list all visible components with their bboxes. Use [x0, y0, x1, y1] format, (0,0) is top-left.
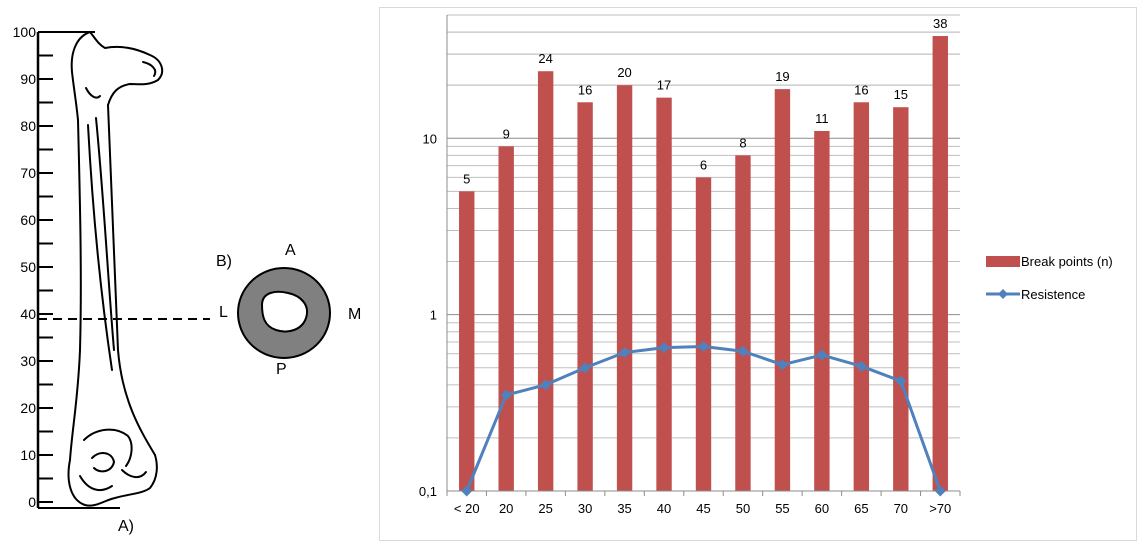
x-tick-label: 35 — [617, 501, 631, 516]
y-tick-label: 10 — [423, 131, 437, 146]
bar-break-points — [616, 85, 633, 491]
ruler-tick-label: 30 — [20, 353, 36, 369]
ruler-tick-label: 40 — [20, 306, 36, 322]
bar-data-label: 6 — [700, 157, 707, 172]
bar-data-label: 20 — [617, 65, 631, 80]
resistence-marker — [895, 375, 907, 387]
ruler-tick-label: 10 — [20, 447, 36, 463]
break-points-chart: 5 9 24 16 20 17 6 8 19 11 16 15 38 0,1 1 10 < 20 20 25 30… — [419, 14, 1113, 516]
bar-data-label: 19 — [775, 69, 789, 84]
resistence-marker — [737, 345, 749, 357]
legend-label-resistence: Resistence — [1021, 287, 1085, 302]
section-medial-label: M — [348, 306, 361, 323]
legend-marker-resistence — [998, 289, 1008, 299]
resistence-marker — [855, 360, 867, 372]
resistence-marker — [816, 349, 828, 361]
bone-cross-section — [237, 267, 331, 359]
x-tick-label: 30 — [578, 501, 592, 516]
section-anterior-label: A — [285, 242, 296, 259]
bar-data-label: 16 — [854, 82, 868, 97]
bar-break-points — [695, 177, 712, 491]
bar-data-label: 24 — [538, 51, 552, 66]
x-tick-label: 40 — [657, 501, 671, 516]
resistence-marker — [540, 379, 552, 391]
chart-panel: 5 9 24 16 20 17 6 8 19 11 16 15 38 0,1 1 10 < 20 20 25 30… — [379, 7, 1137, 541]
legend-swatch-break-points — [986, 256, 1020, 267]
resistence-marker — [698, 340, 709, 352]
femur-bone — [67, 31, 164, 507]
x-tick-label: 25 — [538, 501, 552, 516]
resistence-marker — [658, 342, 670, 354]
resistence-marker — [500, 389, 512, 401]
bar-break-points — [656, 97, 672, 491]
x-tick-label: 65 — [854, 501, 868, 516]
bar-data-label: 11 — [815, 111, 829, 126]
femur-label-a: A) — [118, 518, 134, 535]
x-tick-label: 70 — [894, 501, 908, 516]
ruler-tick-label: 70 — [20, 165, 36, 181]
bar-break-points — [577, 102, 593, 491]
legend-label-break-points: Break points (n) — [1021, 254, 1113, 269]
bar-break-points — [774, 89, 791, 491]
ruler-tick-label: 80 — [20, 118, 36, 134]
bar-break-points — [893, 107, 909, 491]
section-lateral-label: L — [219, 304, 228, 321]
resistence-marker — [619, 346, 631, 358]
section-label-b: B) — [216, 253, 232, 270]
x-tick-label: 45 — [696, 501, 710, 516]
resistence-marker — [934, 485, 946, 497]
ruler-tick-label: 60 — [20, 212, 36, 228]
bar-data-label: 5 — [463, 171, 470, 186]
bar-break-points — [853, 102, 870, 491]
bar-data-label: 9 — [503, 126, 510, 141]
ruler-tick-label: 90 — [20, 71, 36, 87]
bar-break-points — [498, 146, 514, 491]
y-tick-label: 0,1 — [419, 484, 437, 499]
bar-break-points — [735, 155, 751, 491]
x-tick-label: 60 — [815, 501, 829, 516]
resistence-marker — [461, 485, 473, 497]
bar-break-points — [814, 130, 830, 491]
ruler-tick-label: 0 — [28, 494, 36, 510]
ruler-tick-label: 20 — [20, 400, 36, 416]
bar-data-label: 8 — [739, 135, 746, 150]
y-tick-label: 1 — [430, 308, 437, 323]
bar-break-points — [932, 36, 948, 491]
x-tick-label: 20 — [499, 501, 513, 516]
ruler-tick-label: 50 — [20, 259, 36, 275]
bar-break-points — [537, 71, 554, 491]
bar-data-label: 38 — [933, 16, 947, 31]
section-posterior-label: P — [276, 361, 287, 378]
bar-data-label: 17 — [657, 78, 671, 93]
ruler-tick-label: 100 — [13, 24, 37, 40]
resistence-marker — [579, 362, 591, 374]
resistence-marker — [776, 359, 788, 371]
x-tick-label: 50 — [736, 501, 750, 516]
x-tick-label: 55 — [775, 501, 789, 516]
bar-break-points — [459, 191, 475, 491]
x-tick-label: >70 — [929, 501, 951, 516]
bar-data-label: 15 — [894, 87, 908, 102]
x-tick-label: < 20 — [454, 501, 480, 516]
bar-data-label: 16 — [578, 82, 592, 97]
